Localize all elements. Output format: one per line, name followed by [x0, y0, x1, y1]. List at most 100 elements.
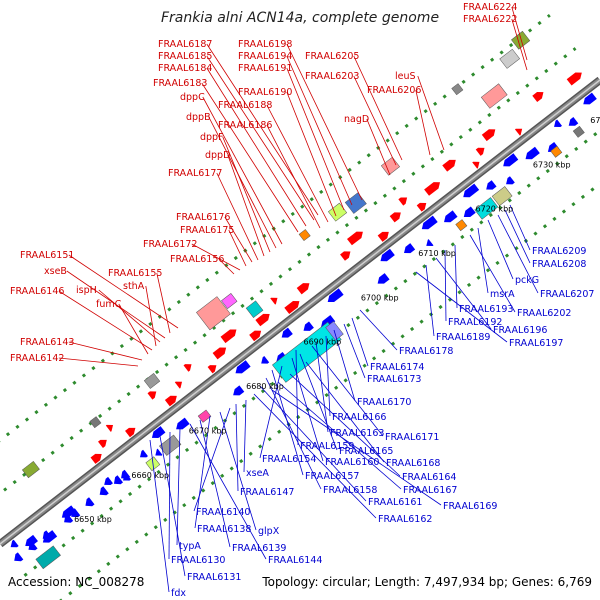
rev-gene-11-shape: [155, 448, 163, 456]
top-label-16: dppB: [186, 112, 211, 123]
gene-features: [10, 30, 597, 570]
fwd-gene-29-shape: [481, 129, 496, 142]
bottom-leader-11: [359, 309, 398, 351]
bottom-leader-10: [415, 271, 508, 343]
bottom-leader-5: [469, 234, 516, 313]
top-leader-25: [218, 258, 235, 275]
track-guide-1: [0, 47, 577, 496]
fwd-gene-22-shape: [389, 212, 401, 223]
fwd-gene-22: [389, 212, 401, 223]
bottom-label-0: FRAAL6209: [532, 246, 586, 257]
bottom-label-26: FRAAL6167: [403, 485, 457, 496]
tick-label-4: 6690 kbp: [303, 338, 341, 347]
top-leader-26: [68, 254, 179, 329]
rev-gene-1: [25, 534, 38, 547]
top-leader-7: [206, 67, 307, 227]
rev-block-gene: [64, 513, 74, 523]
rev-block-gene: [121, 469, 131, 479]
fwd-gene-8-shape: [183, 364, 192, 372]
top-label-31: FRAAL6146: [10, 286, 64, 297]
fwd-gene-19-shape: [340, 251, 351, 261]
top-leader-12: [417, 75, 445, 151]
fwd-gene-0: [90, 453, 102, 464]
top-label-18: nagD: [344, 114, 369, 125]
tick-label-5: 6700 kbp: [361, 293, 399, 302]
feature-box-10-shape: [491, 186, 513, 207]
top-label-11: FRAAL6190: [238, 87, 292, 98]
tick-label-0: 6650 kbp: [74, 515, 112, 524]
fwd-gene-15: [284, 300, 300, 315]
bottom-label-40: fdx: [171, 588, 186, 599]
fwd-gene-2: [105, 424, 114, 432]
bottom-label-37: typA: [179, 541, 201, 552]
rev-gene-33: [463, 183, 480, 198]
top-label-4: FRAAL6185: [158, 51, 212, 62]
rev-gene-30: [421, 215, 438, 230]
fwd-gene-21-shape: [377, 231, 389, 242]
rev-block-gene: [99, 486, 109, 496]
tick-label-6: 6710 kbp: [418, 249, 456, 258]
feature-box-13-shape: [499, 48, 521, 69]
rev-gene-42-shape: [583, 92, 597, 105]
feature-box-14-shape: [511, 30, 531, 50]
bottom-label-13: FRAAL6173: [367, 374, 421, 385]
rev-gene-22: [303, 321, 314, 331]
rev-block-gene: [42, 530, 52, 540]
top-leader-22: [224, 216, 253, 263]
fwd-gene-10-shape: [212, 347, 227, 360]
rev-gene-34-shape: [486, 180, 497, 190]
rev-gene-27-shape: [380, 248, 395, 262]
rev-gene-36: [503, 153, 519, 167]
bottom-leader-2: [497, 214, 539, 294]
backbone-highlight: [0, 79, 600, 545]
feature-box-18: [21, 460, 40, 479]
top-leader-4: [206, 55, 315, 221]
bottom-label-32: FRAAL6140: [196, 507, 250, 518]
fwd-gene-5: [147, 391, 157, 400]
top-label-27: FRAAL6155: [108, 268, 162, 279]
top-leader-11: [286, 91, 337, 217]
top-leader-13: [202, 96, 283, 245]
tick-label-3: 6680 kbp: [246, 382, 284, 391]
rev-gene-42: [583, 92, 597, 105]
bottom-label-14: FRAAL6170: [357, 397, 411, 408]
fwd-gene-25: [424, 182, 441, 196]
bottom-leader-22: [259, 365, 283, 459]
fwd-gene-21: [377, 231, 389, 242]
top-leader-6: [353, 55, 403, 161]
top-label-30: sthA: [123, 281, 145, 292]
bottom-label-16: FRAAL6163: [330, 428, 384, 439]
rev-gene-40: [568, 117, 579, 126]
top-leader-27: [156, 272, 171, 334]
top-leader-9: [353, 75, 397, 166]
bottom-leader-9: [425, 264, 435, 337]
top-label-12: leuS: [395, 71, 416, 82]
rev-gene-4-shape: [61, 505, 77, 518]
bottom-label-4: msrA: [490, 289, 515, 300]
top-leader-34: [58, 357, 139, 367]
bottom-leader-8: [435, 257, 492, 330]
rev-block-gene: [28, 541, 38, 551]
top-leader-5: [286, 55, 353, 206]
rev-gene-19: [261, 356, 270, 364]
fwd-gene-23: [398, 197, 408, 206]
feature-box-5-shape: [298, 229, 311, 242]
genome-summary-text: Topology: circular; Length: 7,497,934 bp…: [261, 575, 592, 589]
top-label-19: dppF: [200, 132, 224, 143]
bottom-leader-28: [271, 389, 442, 506]
bottom-leader-19: [299, 353, 338, 451]
bottom-leader-33: [219, 411, 257, 531]
fwd-gene-30: [514, 128, 523, 136]
kbp-ticks: 6650 kbp 6660 kbp 6670 kbp 6680 kbp 6690 kbp…: [74, 116, 600, 524]
bottom-label-20: FRAAL6160: [325, 457, 379, 468]
bottom-label-6: FRAAL6193: [459, 304, 513, 315]
rev-block-gene-shape: [42, 530, 52, 540]
top-label-32: fumC: [96, 299, 122, 310]
top-label-21: FRAAL6177: [168, 168, 222, 179]
top-leader-3: [286, 43, 363, 201]
bottom-leader-34: [194, 415, 211, 529]
rev-gene-7-shape: [104, 476, 113, 486]
bottom-leader-20: [291, 357, 324, 462]
tick-0: 6650 kbp: [74, 515, 112, 524]
